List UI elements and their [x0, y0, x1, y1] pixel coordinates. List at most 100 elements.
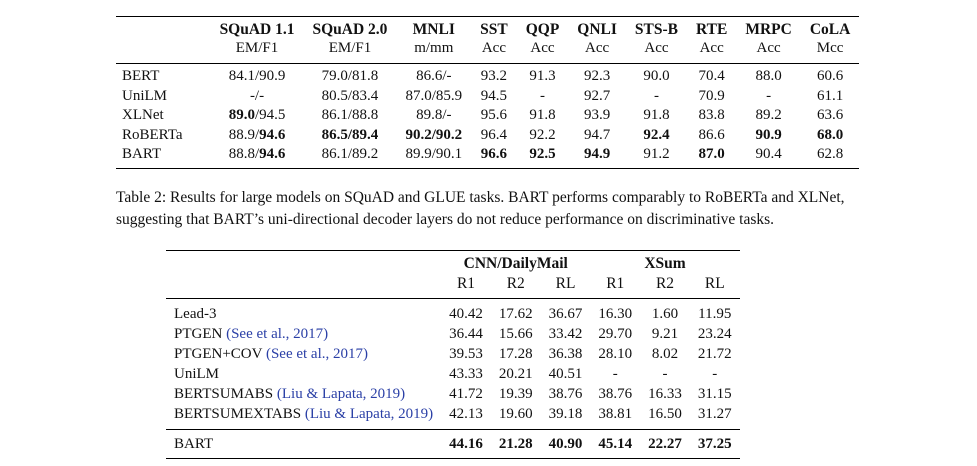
- table1-unit: Acc: [687, 39, 737, 64]
- table1-unit: Acc: [568, 39, 626, 64]
- score-cell: 89.8/-: [416, 107, 452, 123]
- score-cell: 89.9/90.1: [396, 145, 472, 169]
- score-cell: 88.0: [755, 68, 782, 84]
- table2-row: PTGEN (See et al., 2017) 36.44 15.66 33.42 2…: [166, 324, 740, 344]
- table1-header: CoLA: [800, 16, 860, 39]
- table1-header: SST: [471, 16, 517, 39]
- table1-unit: m/mm: [396, 39, 472, 64]
- table1-row: BART 88.8/94.6 86.1/89.2 89.9/90.1 96.6 92.5 9…: [116, 145, 860, 169]
- score-cell: 83.8: [698, 107, 725, 123]
- score-cell: 91.2: [625, 145, 688, 169]
- score-cell: 86.1/89.2: [303, 145, 397, 169]
- score-cell: 23.24: [697, 326, 732, 342]
- score-cell: 93.2: [480, 68, 508, 84]
- score-cell: 40.42: [449, 306, 483, 322]
- score-cell: 96.4: [480, 126, 508, 143]
- score-cell: -: [712, 366, 718, 382]
- score-cell: 39.53: [449, 346, 483, 362]
- table1-header: SQuAD 1.1: [210, 16, 304, 39]
- table2-subheader: R1: [441, 274, 491, 299]
- score-cell: 86.6/-: [416, 68, 452, 84]
- table2-row-bart: BART 44.16 21.28 40.90 45.14 22.27 37.25: [166, 429, 740, 459]
- score-cell: 38.76: [598, 386, 633, 402]
- table1-header-row: SQuAD 1.1 SQuAD 2.0 MNLI SST QQP QNLI ST…: [116, 16, 860, 39]
- model-name: UniLM: [174, 366, 219, 382]
- score-cell: 90.4: [736, 145, 801, 169]
- citation-link[interactable]: (Liu & Lapata, 2019): [304, 406, 434, 422]
- model-name: PTGEN (See et al., 2017): [174, 326, 329, 342]
- citation-link[interactable]: (Liu & Lapata, 2019): [276, 386, 406, 402]
- table1-unit: EM/F1: [303, 39, 397, 64]
- table2-corner: [166, 250, 442, 274]
- score-cell: 79.0/81.8: [321, 68, 379, 84]
- score-cell: 17.28: [498, 346, 533, 362]
- table2-row: Lead-3 40.42 17.62 36.67 16.30 1.60 11.95: [166, 299, 740, 325]
- score-cell: 8.02: [651, 346, 679, 362]
- score-cell: 16.33: [648, 386, 682, 402]
- table1-unit: Acc: [736, 39, 801, 64]
- model-name: UniLM: [122, 87, 167, 104]
- score-cell: 15.66: [498, 326, 533, 342]
- score-cell: 36.44: [449, 326, 483, 342]
- table2-subheader: R1: [590, 274, 641, 299]
- caption-text: Results for large models on SQuAD and GL…: [116, 189, 845, 228]
- score-cell: 70.4: [698, 68, 725, 84]
- table2-subheader: R2: [640, 274, 690, 299]
- table-caption: Table 2: Results for large models on SQu…: [116, 187, 876, 231]
- score-cell: 17.62: [498, 306, 533, 322]
- score-cell: 1.60: [651, 306, 679, 322]
- score-cell: 11.95: [698, 306, 732, 322]
- table1-row: UniLM -/- 80.5/83.4 87.0/85.9 94.5 - 92.7 - 70.9…: [116, 87, 859, 107]
- score-cell: 9.21: [651, 326, 679, 342]
- table1-unit: Mcc: [800, 39, 860, 64]
- table1-header: RTE: [687, 16, 737, 39]
- table2-group-cnn: CNN/DailyMail: [441, 250, 591, 274]
- score-cell: 37.25: [689, 429, 740, 459]
- score-cell: 42.13: [441, 404, 491, 430]
- score-cell: 90.0: [643, 68, 670, 84]
- score-cell: 41.72: [449, 386, 483, 402]
- citation-link[interactable]: (See et al., 2017): [265, 346, 369, 362]
- citation-link[interactable]: (See et al., 2017): [226, 326, 329, 342]
- score-cell: -: [653, 87, 659, 104]
- score-cell: -: [766, 87, 772, 104]
- glue-squad-results-table: SQuAD 1.1 SQuAD 2.0 MNLI SST QQP QNLI ST…: [116, 16, 860, 169]
- score-cell: 68.0: [816, 126, 844, 143]
- table2-corner: [166, 274, 442, 299]
- table1-units-row: EM/F1 EM/F1 m/mm Acc Acc Acc Acc Acc Acc…: [116, 39, 860, 64]
- table1-header: SQuAD 2.0: [303, 16, 397, 39]
- score-cell: 19.39: [498, 386, 533, 402]
- score-cell: 94.7: [583, 126, 611, 143]
- score-cell: 29.70: [598, 326, 633, 342]
- table2-row: PTGEN+COV (See et al., 2017) 39.53 17.28 36…: [166, 344, 740, 364]
- score-cell: 62.8: [800, 145, 860, 169]
- score-cell: 93.9: [583, 107, 611, 123]
- score-cell: 84.1/90.9: [228, 68, 286, 84]
- model-name: XLNet: [122, 107, 164, 123]
- model-name: BART: [166, 429, 442, 459]
- score-cell: 45.14: [590, 429, 641, 459]
- table1-corner: [116, 16, 211, 39]
- score-cell: 89.2: [755, 107, 782, 123]
- score-cell: 92.7: [583, 87, 611, 104]
- score-cell: 31.15: [697, 386, 732, 402]
- table1-row: RoBERTa 88.9/94.6 86.5/89.4 90.2/90.2 96.4 92…: [116, 126, 859, 146]
- score-cell: 94.5: [480, 87, 508, 104]
- table2-row: BERTSUMEXTABS (Liu & Lapata, 2019) 42.13 1…: [166, 404, 740, 430]
- score-cell: 86.6: [698, 126, 725, 143]
- score-cell: 16.50: [640, 404, 690, 430]
- score-cell: 95.6: [480, 107, 508, 123]
- model-name: BART: [116, 145, 211, 169]
- score-cell: 91.8: [529, 107, 556, 123]
- score-cell: 40.90: [540, 429, 591, 459]
- score-cell: 38.81: [590, 404, 641, 430]
- table2-subheader: RL: [540, 274, 591, 299]
- score-cell: 60.6: [816, 68, 844, 84]
- table1-header: STS-B: [625, 16, 688, 39]
- score-cell: 21.72: [697, 346, 732, 362]
- table2-sub-row: R1 R2 RL R1 R2 RL: [166, 274, 740, 299]
- score-cell: 88.8/94.6: [210, 145, 304, 169]
- table1-header: QQP: [516, 16, 569, 39]
- table1-row: BERT 84.1/90.9 79.0/81.8 86.6/- 93.2 91.3 92.3…: [116, 64, 859, 87]
- table2-row: UniLM 43.33 20.21 40.51 - - -: [166, 364, 740, 384]
